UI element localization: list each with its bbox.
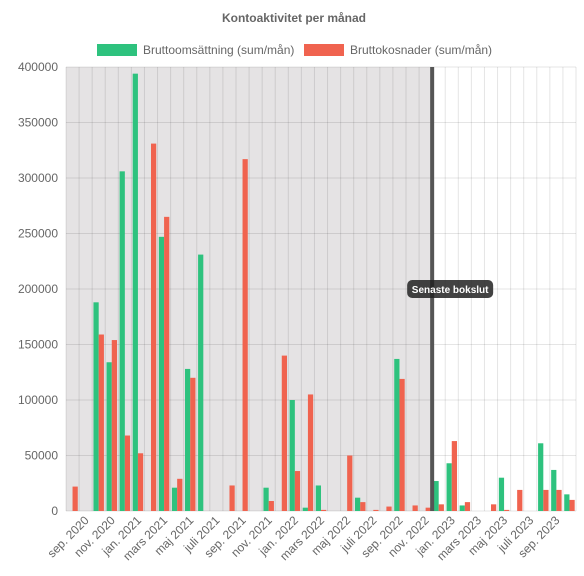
y-axis: 0 50000 100000 150000 200000 250000 300000 3500… — [18, 60, 58, 518]
bar-series-1-nov-2020[interactable] — [111, 340, 117, 511]
bar-series-1-mars-2021[interactable] — [164, 216, 170, 511]
bar-series-1-jan-2021[interactable] — [137, 453, 144, 511]
bar-series-0-okt-2020[interactable] — [93, 302, 99, 511]
bar-series-0-nov-2021[interactable] — [263, 487, 269, 511]
annotation-label-box — [407, 280, 494, 298]
y-tick-label: 250000 — [18, 227, 58, 241]
bar-series-0-mars-2021[interactable] — [158, 236, 165, 511]
bar-series-1-sep-2022[interactable] — [399, 378, 405, 511]
bar-series-1-feb-2022[interactable] — [307, 394, 314, 511]
bar-series-0-juni-2021[interactable] — [198, 254, 204, 511]
bar-series-1-feb-2021[interactable] — [151, 143, 157, 511]
legend-swatch-costs — [304, 44, 344, 56]
bar-series-1-sep-2021[interactable] — [242, 159, 248, 511]
bar-series-0-maj-2023[interactable] — [498, 477, 505, 511]
bar-series-1-aug-2021[interactable] — [229, 485, 235, 511]
bar-series-1-apr-2021[interactable] — [177, 478, 183, 511]
bar-series-0-dec-2022[interactable] — [433, 481, 439, 511]
bar-series-0-jan-2023[interactable] — [446, 463, 452, 511]
legend-label-costs: Bruttokosnader (sum/mån) — [350, 43, 492, 57]
legend-item-revenue[interactable]: Bruttoomsättning (sum/mån) — [97, 43, 294, 57]
y-tick-label: 0 — [51, 504, 58, 518]
bar-series-1-dec-2021[interactable] — [281, 355, 287, 511]
bar-series-1-maj-2023[interactable] — [504, 509, 510, 511]
bar-series-1-okt-2022[interactable] — [412, 505, 418, 511]
bars — [72, 73, 575, 512]
y-tick-label: 200000 — [18, 282, 58, 296]
legend: Bruttoomsättning (sum/mån) Bruttokosnade… — [97, 43, 492, 57]
annotation-label: Senaste bokslut — [412, 285, 489, 296]
y-tick-label: 100000 — [18, 393, 58, 407]
chart-title: Kontoaktivitet per månad — [222, 11, 366, 25]
y-tick-label: 150000 — [18, 338, 58, 352]
bar-series-1-aug-2023[interactable] — [543, 489, 549, 511]
bar-series-0-mars-2022[interactable] — [315, 485, 321, 511]
y-tick-label: 400000 — [18, 60, 58, 74]
bar-series-1-maj-2022[interactable] — [347, 455, 353, 512]
bar-series-1-juni-2023[interactable] — [517, 489, 523, 511]
bar-series-0-feb-2022[interactable] — [302, 507, 308, 511]
bar-series-0-sep-2022[interactable] — [394, 358, 400, 511]
legend-label-revenue: Bruttoomsättning (sum/mån) — [143, 43, 294, 57]
bar-series-1-sep-2023[interactable] — [556, 489, 562, 511]
bar-series-1-juni-2022[interactable] — [360, 502, 366, 511]
bar-series-1-aug-2020[interactable] — [72, 486, 78, 511]
bar-series-1-juli-2022[interactable] — [373, 509, 379, 511]
bar-series-1-dec-2022[interactable] — [438, 504, 444, 511]
bar-series-1-apr-2023[interactable] — [491, 504, 497, 511]
bar-series-0-feb-2023[interactable] — [459, 505, 465, 511]
y-tick-label: 350000 — [18, 116, 58, 130]
bar-series-0-jan-2022[interactable] — [289, 400, 295, 511]
y-tick-label: 300000 — [18, 171, 58, 185]
bar-series-0-nov-2020[interactable] — [106, 362, 112, 511]
y-tick-label: 50000 — [25, 449, 59, 463]
legend-item-costs[interactable]: Bruttokosnader (sum/mån) — [304, 43, 492, 57]
legend-swatch-revenue — [97, 44, 137, 56]
bar-series-1-maj-2021[interactable] — [190, 377, 196, 511]
bar-series-1-nov-2021[interactable] — [268, 501, 274, 511]
bar-series-0-jan-2021[interactable] — [132, 73, 138, 511]
bar-series-0-sep-2023[interactable] — [551, 469, 557, 511]
bar-series-0-juni-2022[interactable] — [355, 497, 361, 511]
bar-series-0-okt-2023[interactable] — [564, 494, 570, 511]
bar-series-1-okt-2020[interactable] — [98, 334, 104, 511]
bar-series-1-jan-2023[interactable] — [451, 441, 457, 511]
bar-series-1-dec-2020[interactable] — [124, 435, 131, 511]
bar-series-0-dec-2020[interactable] — [119, 171, 125, 511]
bar-series-1-okt-2023[interactable] — [569, 499, 575, 511]
bar-series-0-apr-2021[interactable] — [171, 487, 178, 511]
bar-series-1-mars-2022[interactable] — [321, 509, 327, 511]
bar-series-0-maj-2021[interactable] — [185, 368, 191, 511]
bar-series-1-nov-2022[interactable] — [425, 507, 431, 511]
bar-series-1-aug-2022[interactable] — [386, 506, 392, 511]
bar-series-1-jan-2022[interactable] — [294, 471, 301, 511]
bar-series-0-aug-2023[interactable] — [538, 443, 544, 511]
annotation: Senaste bokslut — [407, 67, 494, 511]
bar-series-1-feb-2023[interactable] — [464, 502, 471, 511]
